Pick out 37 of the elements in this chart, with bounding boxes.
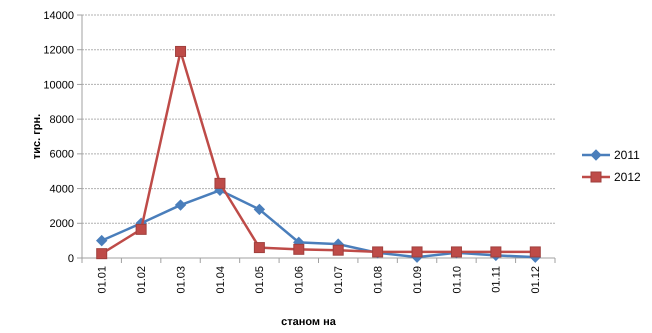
point	[96, 235, 108, 246]
x-tick-label: 01.04	[214, 266, 227, 294]
x-tick-label: 01.12	[530, 266, 542, 294]
x-tick-label: 01.09	[412, 266, 424, 294]
point	[136, 224, 147, 235]
y-tick-label: 0	[68, 252, 74, 265]
point	[175, 46, 186, 57]
point	[175, 200, 186, 211]
legend-label: 2011	[614, 148, 640, 162]
point	[96, 248, 108, 260]
y-tick-label: 12000	[43, 44, 74, 57]
point	[214, 178, 226, 189]
x-tick-label: 01.02	[136, 266, 148, 294]
x-tick-label: 01.11	[490, 266, 503, 293]
point	[490, 246, 502, 258]
x-tick-label: 01.01	[96, 266, 109, 294]
x-tick-label: 01.03	[175, 266, 188, 294]
point	[332, 244, 344, 256]
y-tick-label: 8000	[50, 114, 74, 126]
x-tick-label: 01.07	[333, 266, 346, 294]
x-axis-title: станом на	[281, 316, 337, 328]
x-tick-label: 01.06	[294, 266, 306, 294]
y-tick-label: 6000	[50, 148, 74, 161]
point	[530, 246, 541, 258]
x-tick-label: 01.08	[372, 266, 384, 294]
y-tick-label: 4000	[50, 183, 74, 196]
point	[412, 246, 423, 258]
y-tick-label: 10000	[43, 79, 74, 92]
y-axis-title: тис. грн.	[31, 114, 43, 160]
x-tick-label: 01.05	[254, 266, 266, 294]
point	[254, 242, 265, 254]
legend-label: 2012	[614, 170, 642, 184]
point	[293, 244, 304, 255]
y-tick-label: 2000	[50, 218, 74, 230]
point	[254, 204, 265, 215]
y-tick-label: 14000	[43, 10, 74, 22]
x-tick-label: 01.10	[451, 266, 464, 294]
